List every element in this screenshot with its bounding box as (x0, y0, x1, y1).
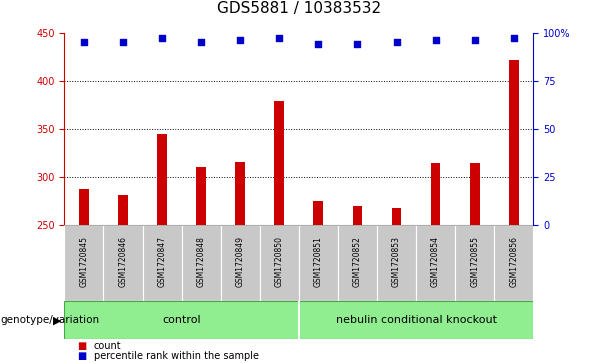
Text: GSM1720845: GSM1720845 (80, 236, 88, 287)
Bar (299, 225, 338, 301)
Bar (352, 206, 362, 225)
Text: GSM1720846: GSM1720846 (118, 236, 128, 287)
Text: count: count (94, 340, 121, 351)
Bar (275, 101, 284, 225)
Text: percentile rank within the sample: percentile rank within the sample (94, 351, 259, 362)
Point (118, 39, 128, 45)
Text: GSM1720849: GSM1720849 (236, 236, 245, 287)
Text: nebulin conditional knockout: nebulin conditional knockout (335, 315, 497, 325)
Text: GSM1720853: GSM1720853 (392, 236, 401, 287)
Bar (104, 225, 142, 301)
Text: control: control (162, 315, 201, 325)
Bar (494, 225, 533, 301)
Text: genotype/variation: genotype/variation (0, 315, 99, 325)
Point (157, 36, 167, 41)
Bar (338, 225, 377, 301)
Point (235, 37, 245, 43)
Point (392, 39, 402, 45)
Bar (392, 208, 402, 225)
Point (79, 39, 89, 45)
Point (352, 41, 362, 47)
Text: ■: ■ (77, 340, 86, 351)
Bar (157, 134, 167, 225)
Bar (470, 163, 479, 225)
Text: ▶: ▶ (53, 315, 61, 325)
Bar (181, 225, 221, 301)
Point (196, 39, 206, 45)
Text: GSM1720854: GSM1720854 (431, 236, 440, 287)
Text: GSM1720852: GSM1720852 (353, 236, 362, 287)
Point (470, 37, 479, 43)
Bar (313, 201, 323, 225)
Bar (118, 195, 128, 225)
Text: GSM1720850: GSM1720850 (275, 236, 284, 287)
Bar (455, 225, 494, 301)
Point (509, 36, 519, 41)
Bar (416, 225, 455, 301)
Bar (64, 225, 104, 301)
Bar (235, 162, 245, 225)
Bar (377, 225, 416, 301)
Point (275, 36, 284, 41)
Bar (260, 225, 299, 301)
Point (313, 41, 323, 47)
Text: ■: ■ (77, 351, 86, 362)
Point (431, 37, 441, 43)
Text: GSM1720851: GSM1720851 (314, 236, 323, 287)
Text: GSM1720848: GSM1720848 (197, 236, 205, 287)
Bar (431, 163, 441, 225)
Bar (221, 225, 260, 301)
Text: GSM1720855: GSM1720855 (470, 236, 479, 287)
Bar (79, 188, 89, 225)
Bar (196, 167, 206, 225)
Bar (509, 60, 519, 225)
Text: GDS5881 / 10383532: GDS5881 / 10383532 (217, 1, 381, 16)
Bar (299, 301, 533, 339)
Text: GSM1720856: GSM1720856 (509, 236, 518, 287)
Bar (142, 225, 181, 301)
Text: GSM1720847: GSM1720847 (158, 236, 167, 287)
Bar (64, 301, 299, 339)
